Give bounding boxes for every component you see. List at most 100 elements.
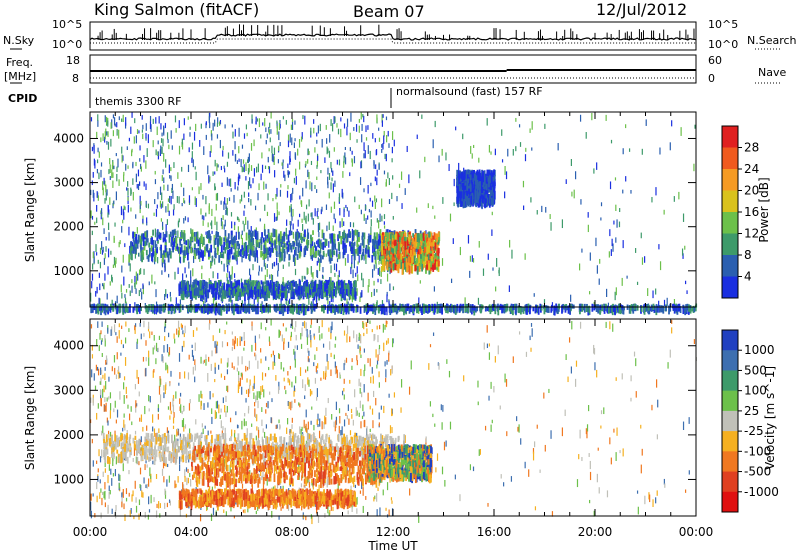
noise-point <box>599 259 600 264</box>
echo-point <box>288 244 290 252</box>
echo-point <box>338 254 340 259</box>
noise-point <box>365 218 366 224</box>
noise-point <box>278 211 279 215</box>
echo-point <box>239 292 241 300</box>
noise-point <box>162 227 163 231</box>
noise-point <box>235 129 236 136</box>
noise-point <box>377 218 378 222</box>
noise-point <box>356 139 357 143</box>
echo-point <box>468 198 470 205</box>
echo-point <box>200 281 202 289</box>
echo-point <box>383 250 385 255</box>
echo-point <box>427 241 429 246</box>
noise-point <box>185 216 186 220</box>
noise-point <box>251 165 252 171</box>
noise-point <box>286 120 287 125</box>
noise-point <box>160 187 161 195</box>
noise-point <box>190 270 191 278</box>
noise-point <box>136 272 137 277</box>
noise-point <box>331 178 332 182</box>
echo-point <box>232 255 234 259</box>
echo-point <box>374 232 376 239</box>
noise-point <box>354 197 355 203</box>
noise-point <box>214 235 215 241</box>
echo-point <box>456 170 458 176</box>
echo-point <box>291 231 293 235</box>
echo-point <box>405 233 407 237</box>
noise-point <box>229 276 230 282</box>
noise-point <box>97 120 98 127</box>
noise-point <box>225 210 226 215</box>
echo-point <box>244 243 246 251</box>
echo-point <box>591 304 593 312</box>
noise-point <box>231 274 232 279</box>
noise-point <box>472 255 473 262</box>
echo-point <box>200 290 202 295</box>
noise-point <box>609 229 610 236</box>
noise-left-tick-low: 10^0 <box>52 38 82 51</box>
noise-point <box>265 184 266 189</box>
echo-point <box>249 254 251 261</box>
echo-point <box>492 200 494 206</box>
noise-point <box>226 273 227 278</box>
noise-point <box>107 293 108 300</box>
echo-point <box>163 238 165 243</box>
noise-point <box>451 279 452 283</box>
noise-point <box>316 177 317 180</box>
noise-point <box>248 192 249 196</box>
noise-point <box>155 229 156 238</box>
noise-point <box>106 237 107 240</box>
noise-point <box>189 132 190 137</box>
noise-point <box>571 192 572 197</box>
echo-point <box>392 256 394 262</box>
noise-point <box>295 257 296 265</box>
noise-point <box>309 181 310 189</box>
echo-point <box>414 255 416 263</box>
noise-point <box>674 299 675 304</box>
noise-point <box>278 159 279 163</box>
echo-point <box>144 232 146 237</box>
noise-point <box>334 181 335 187</box>
echo-point <box>276 251 278 257</box>
noise-point <box>306 216 307 224</box>
noise-point <box>123 255 124 263</box>
echo-point <box>280 231 282 239</box>
echo-point <box>292 241 294 246</box>
echo-point <box>228 287 230 295</box>
noise-point <box>283 171 284 178</box>
noise-point <box>588 212 589 218</box>
echo-point <box>197 287 199 296</box>
echo-point <box>494 175 496 179</box>
noise-point <box>94 145 95 154</box>
echo-point <box>262 289 264 294</box>
noise-point <box>317 261 318 266</box>
noise-point <box>117 159 118 168</box>
noise-point <box>286 234 287 239</box>
noise-point <box>101 241 102 250</box>
noise-point <box>274 213 275 222</box>
echo-point <box>201 289 203 295</box>
echo-point <box>465 195 467 201</box>
echo-point <box>157 230 159 238</box>
echo-point <box>338 280 340 286</box>
noise-point <box>537 210 538 214</box>
noise-point <box>123 212 124 220</box>
noise-point <box>179 120 180 128</box>
noise-point <box>515 146 516 151</box>
noise-point <box>131 150 132 156</box>
noise-point <box>370 183 371 186</box>
noise-point <box>295 154 296 160</box>
noise-point <box>483 269 484 276</box>
echo-point <box>242 250 244 254</box>
noise-point <box>658 244 659 249</box>
echo-point <box>143 233 145 240</box>
echo-point <box>196 238 198 244</box>
noise-point <box>114 236 115 243</box>
noise-point <box>385 182 386 186</box>
noise-point <box>161 218 162 221</box>
echo-point <box>432 250 434 257</box>
noise-point <box>379 214 380 222</box>
noise-point <box>238 159 239 162</box>
noise-point <box>214 258 215 264</box>
echo-point <box>185 240 187 245</box>
